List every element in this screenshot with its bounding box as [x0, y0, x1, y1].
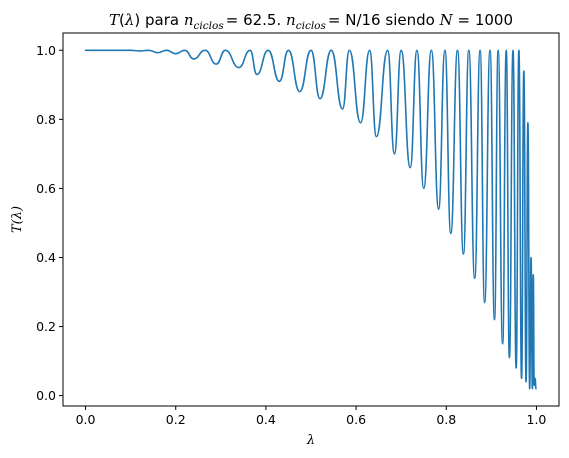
y-tick-label: 0.2 [36, 319, 56, 334]
x-tick-label: 0.4 [256, 412, 276, 427]
title-N-symbol: N [439, 11, 454, 29]
title-ciclos-sub-2: ciclos [296, 20, 327, 32]
title-paren-close: ) [134, 11, 140, 29]
title-eq-value-1: = 62.5. [226, 11, 282, 29]
x-tick-label: 0.2 [166, 412, 186, 427]
y-tick-label: 0.0 [36, 388, 56, 403]
y-axis-label: T(λ) [10, 206, 25, 233]
title-n-symbol-2: n [286, 11, 296, 29]
y-tick-label: 0.6 [36, 181, 56, 196]
y-tick-label: 1.0 [36, 43, 56, 58]
title-n-symbol-1: n [184, 11, 194, 29]
title-ciclos-sub-1: ciclos [194, 20, 225, 32]
title-t-symbol: T [109, 11, 120, 29]
title-para-word: para [145, 11, 179, 29]
title-lambda-symbol: λ [124, 11, 135, 29]
x-tick-label: 0.0 [76, 412, 96, 427]
title-eq-value-3: = 1000 [457, 11, 513, 29]
x-tick-label: 0.6 [346, 412, 366, 427]
series-line [84, 49, 537, 390]
y-tick-label: 0.8 [36, 112, 56, 127]
chart-title: T(λ) para nciclos = 62.5. nciclos = N/16 s… [109, 11, 513, 32]
x-tick-label: 0.8 [436, 412, 456, 427]
y-tick-label: 0.4 [36, 250, 56, 265]
title-paren-open: ( [119, 11, 125, 29]
x-tick-label: 1.0 [527, 412, 547, 427]
y-axis: 0.0 0.2 0.4 0.6 0.8 1.0 [36, 43, 63, 403]
svg-text:T(λ) para nciclos=: T(λ) para nciclos = 62.5. nciclos = N/16 s… [109, 11, 513, 32]
x-axis-label: λ [306, 433, 315, 448]
title-siendo-word: siendo [385, 11, 434, 29]
x-axis: 0.0 0.2 0.4 0.6 0.8 1.0 [76, 406, 547, 427]
title-eq-text-2: = N/16 [328, 11, 381, 29]
plot-frame [62, 32, 560, 407]
